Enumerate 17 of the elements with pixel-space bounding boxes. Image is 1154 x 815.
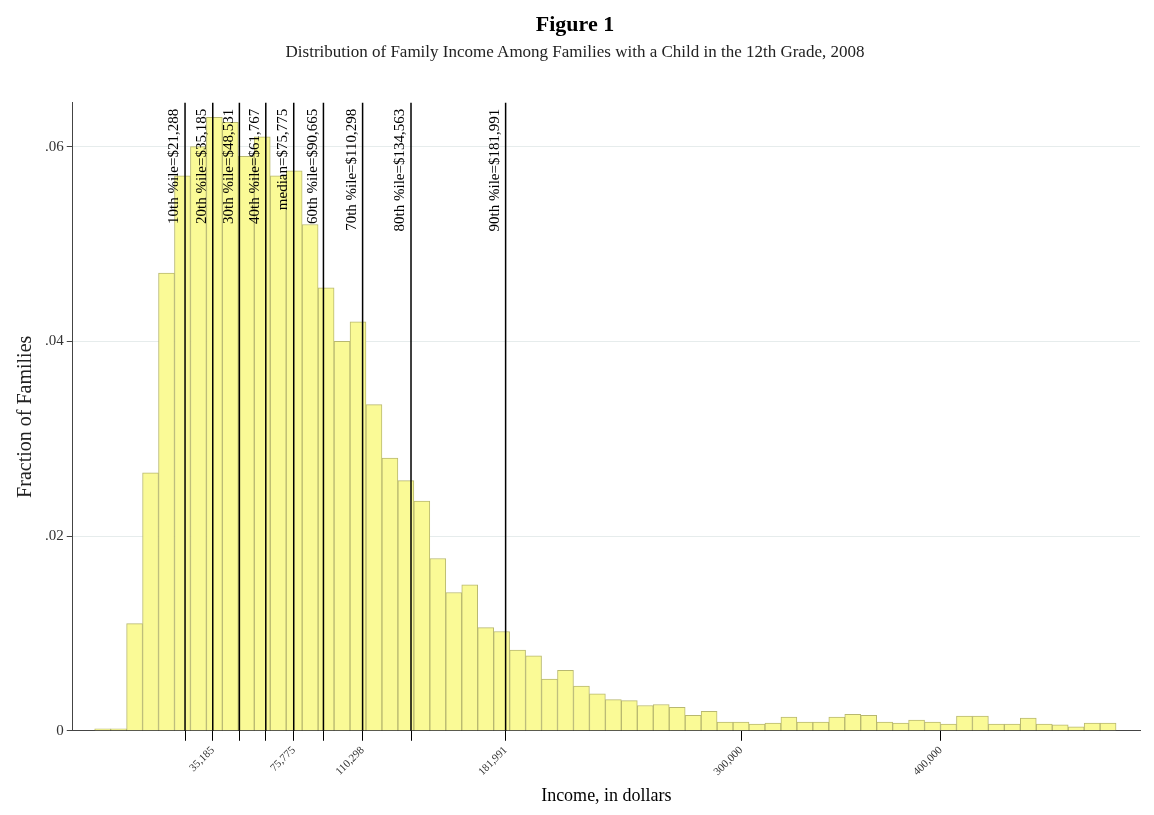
ref-line-label: 90th %ile=$181,991: [486, 108, 503, 232]
ref-line-label: 20th %ile=$35,185: [193, 108, 210, 224]
y-tick-label: 0: [56, 721, 64, 738]
ref-line-label: 70th %ile=$110,298: [343, 108, 360, 231]
ref-line-label: 40th %ile=$61,767: [246, 108, 263, 224]
y-axis-title: Fraction of Families: [13, 335, 36, 498]
y-tick-label: .06: [45, 137, 65, 154]
ref-line-label: median=$75,775: [274, 108, 291, 211]
ref-line-label: 30th %ile=$48,531: [219, 108, 236, 224]
x-axis-title: Income, in dollars: [541, 784, 672, 805]
chart-subtitle: Distribution of Family Income Among Families with a Child in the 12th Grade, 2008: [285, 42, 865, 62]
chart-title: Figure 1: [535, 10, 615, 36]
ref-line-label: 80th %ile=$134,563: [391, 108, 408, 232]
ref-line-label: 60th %ile=$90,665: [303, 108, 320, 224]
y-tick-label: .04: [45, 332, 65, 349]
ref-line-label: 10th %ile=$21,288: [165, 108, 182, 224]
y-tick-label: .02: [45, 527, 64, 543]
